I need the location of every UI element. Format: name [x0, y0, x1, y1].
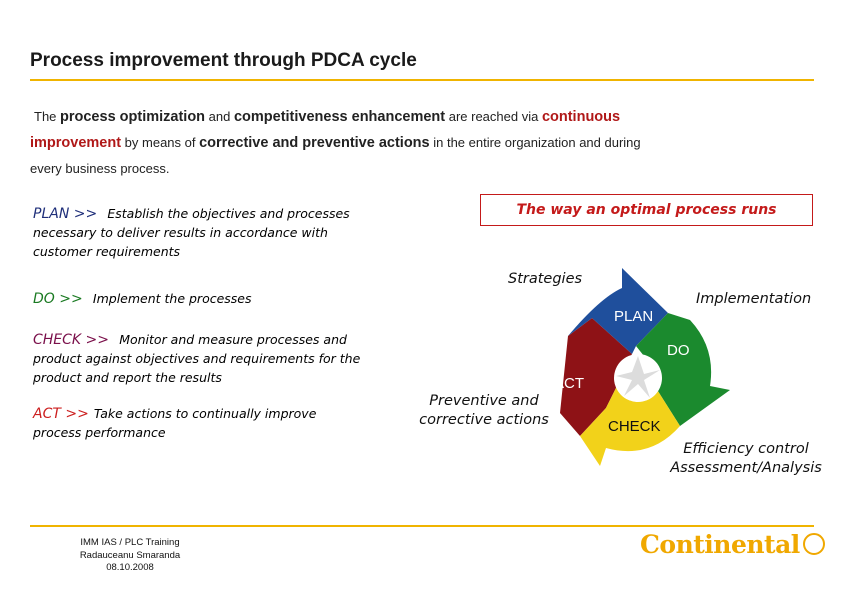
- label-preventive: Preventive and corrective actions: [412, 392, 556, 430]
- pdca-cycle-diagram: PLAN DO ACT CHECK: [554, 268, 730, 466]
- step-act-text: process performance: [33, 425, 166, 440]
- step-check-keyword: CHECK >>: [33, 332, 110, 348]
- center-pinwheel-icon: [616, 356, 660, 398]
- footer-line: IMM IAS / PLC Training: [80, 537, 180, 548]
- intro-line-2: improvement by means of corrective and p…: [30, 130, 820, 156]
- page-title: Process improvement through PDCA cycle: [30, 50, 417, 71]
- cycle-label-check: CHECK: [608, 418, 661, 435]
- footer-info: IMM IAS / PLC Training Radauceanu Smaran…: [60, 537, 200, 575]
- intro-paragraph: The process optimization and competitive…: [30, 104, 820, 181]
- label-preventive-line: corrective actions: [419, 412, 549, 428]
- step-act-text: Take actions to continually improve: [93, 406, 317, 421]
- cycle-heading-box: The way an optimal process runs: [480, 194, 813, 226]
- do-segment: [636, 313, 730, 426]
- step-act: ACT >> Take actions to continually impro…: [33, 403, 413, 442]
- step-plan-text: customer requirements: [33, 244, 181, 259]
- step-act-keyword: ACT >>: [33, 406, 89, 422]
- step-do: DO >> Implement the processes: [33, 288, 413, 308]
- intro-bold-term: competitiveness enhancement: [233, 109, 446, 125]
- cycle-label-plan: PLAN: [614, 308, 653, 325]
- footer-line: Radauceanu Smaranda: [79, 549, 181, 561]
- intro-line-3: every business process.: [30, 161, 170, 176]
- footer-line: 08.10.2008: [106, 562, 154, 573]
- plan-segment: [568, 268, 668, 354]
- label-preventive-line: Preventive and: [429, 393, 539, 409]
- intro-text: The: [34, 109, 61, 124]
- label-efficiency: Efficiency control Assessment/Analysis: [660, 440, 832, 478]
- label-strategies: Strategies: [508, 271, 583, 287]
- step-do-keyword: DO >>: [33, 291, 83, 307]
- logo-wordmark: Continental: [640, 530, 800, 559]
- step-plan: PLAN >> Establish the objectives and pro…: [33, 203, 413, 261]
- step-plan-text: necessary to deliver results in accordan…: [33, 225, 328, 240]
- intro-line-1: The process optimization and competitive…: [30, 104, 820, 130]
- step-do-text: Implement the processes: [92, 291, 252, 306]
- step-plan-keyword: PLAN >>: [33, 206, 98, 222]
- act-segment: [560, 318, 632, 436]
- label-efficiency-line: Efficiency control: [683, 441, 809, 457]
- intro-text: are reached via: [445, 109, 542, 124]
- intro-text: in the entire organization and during: [429, 135, 641, 150]
- step-check-text: product and report the results: [33, 370, 222, 385]
- company-logo: Continental: [640, 530, 825, 564]
- intro-text: by means of: [121, 135, 200, 150]
- intro-highlight-term: improvement: [30, 135, 122, 151]
- intro-bold-term: corrective and preventive actions: [199, 135, 430, 151]
- cycle-label-act: ACT: [554, 375, 584, 392]
- cycle-label-do: DO: [667, 342, 690, 359]
- intro-highlight-term: continuous: [541, 109, 621, 125]
- intro-text: and: [205, 109, 234, 124]
- footer-divider: [30, 525, 814, 527]
- label-implementation: Implementation: [696, 291, 812, 307]
- title-divider: [30, 79, 814, 81]
- step-check-text: product against objectives and requireme…: [33, 351, 361, 366]
- step-check: CHECK >> Monitor and measure processes a…: [33, 329, 413, 387]
- intro-bold-term: process optimization: [60, 109, 206, 125]
- step-plan-text: Establish the objectives and processes: [107, 206, 350, 221]
- horse-emblem-icon: [802, 532, 825, 555]
- label-efficiency-line: Assessment/Analysis: [670, 460, 822, 476]
- step-check-text: Monitor and measure processes and: [119, 332, 347, 347]
